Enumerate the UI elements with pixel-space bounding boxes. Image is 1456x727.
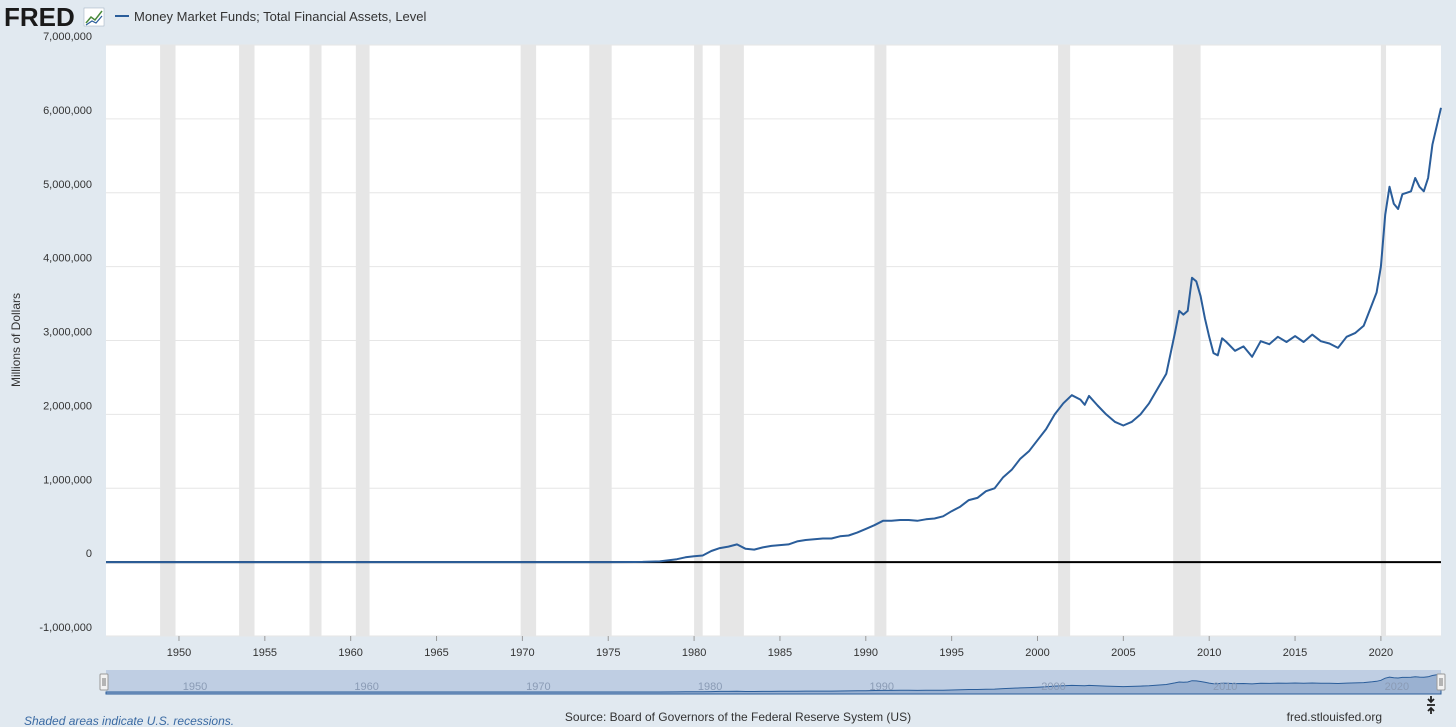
y-tick-label: 2,000,000 bbox=[43, 400, 92, 412]
x-axis-ticks: 1950 1955 1960 1965 1970 1975 1980 1985 1990 1995… bbox=[167, 636, 1393, 659]
y-tick-label: 0 bbox=[86, 548, 92, 560]
y-tick-label: 6,000,000 bbox=[43, 105, 92, 117]
y-tick-label: 1,000,000 bbox=[43, 474, 92, 486]
y-tick-label: 5,000,000 bbox=[43, 179, 92, 191]
source-text: Source: Board of Governors of the Federa… bbox=[565, 710, 911, 724]
x-tick-label: 2015 bbox=[1283, 647, 1307, 659]
x-tick-label: 1955 bbox=[253, 647, 277, 659]
x-tick-label: 1950 bbox=[167, 647, 191, 659]
x-tick-label: 2000 bbox=[1025, 647, 1049, 659]
x-tick-label: 2020 bbox=[1369, 647, 1393, 659]
y-tick-label: 3,000,000 bbox=[43, 327, 92, 339]
navigator[interactable]: 1950 1960 1970 1980 1990 2000 2010 2020 bbox=[99, 670, 1446, 695]
x-tick-label: 1975 bbox=[596, 647, 620, 659]
navigator-tick-label: 1980 bbox=[698, 681, 722, 693]
y-tick-label: -1,000,000 bbox=[39, 622, 92, 634]
x-tick-label: 2005 bbox=[1111, 647, 1135, 659]
fred-logo-graph-icon bbox=[83, 7, 105, 27]
navigator-area bbox=[105, 673, 1442, 695]
navigator-ticks: 1950 1960 1970 1980 1990 2000 2010 2020 bbox=[183, 681, 1409, 693]
site-link[interactable]: fred.stlouisfed.org bbox=[1287, 710, 1382, 724]
navigator-handle-left[interactable] bbox=[99, 673, 109, 691]
fred-logo-text: FRED bbox=[4, 2, 75, 32]
y-tick-label: 7,000,000 bbox=[43, 31, 92, 43]
navigator-handle-right[interactable] bbox=[1436, 673, 1446, 691]
legend-label: Money Market Funds; Total Financial Asse… bbox=[134, 9, 427, 24]
y-axis-title: Millions of Dollars bbox=[9, 293, 23, 387]
x-tick-label: 1960 bbox=[338, 647, 362, 659]
x-tick-label: 2010 bbox=[1197, 647, 1221, 659]
y-axis-ticks: -1,000,000 0 1,000,000 2,000,000 3,000,000 4,… bbox=[39, 31, 92, 634]
x-tick-label: 1980 bbox=[682, 647, 706, 659]
recession-note: Shaded areas indicate U.S. recessions. bbox=[24, 714, 234, 727]
navigator-tick-label: 1970 bbox=[526, 681, 550, 693]
series-line[interactable] bbox=[106, 107, 1442, 564]
navigator-tick-label: 1990 bbox=[870, 681, 894, 693]
y-tick-label: 4,000,000 bbox=[43, 253, 92, 265]
x-tick-label: 1970 bbox=[510, 647, 534, 659]
expand-icon[interactable] bbox=[1427, 696, 1435, 714]
fred-logo[interactable]: FRED bbox=[4, 2, 105, 32]
legend[interactable]: Money Market Funds; Total Financial Asse… bbox=[115, 9, 427, 24]
navigator-range[interactable] bbox=[106, 670, 1441, 694]
navigator-tick-label: 2000 bbox=[1041, 681, 1065, 693]
navigator-tick-label: 1950 bbox=[183, 681, 207, 693]
x-tick-label: 1995 bbox=[939, 647, 963, 659]
navigator-tick-label: 1960 bbox=[354, 681, 378, 693]
x-tick-label: 1965 bbox=[424, 647, 448, 659]
navigator-tick-label: 2010 bbox=[1213, 681, 1237, 693]
x-tick-label: 1990 bbox=[854, 647, 878, 659]
navigator-tick-label: 2020 bbox=[1385, 681, 1409, 693]
x-tick-label: 1985 bbox=[768, 647, 792, 659]
